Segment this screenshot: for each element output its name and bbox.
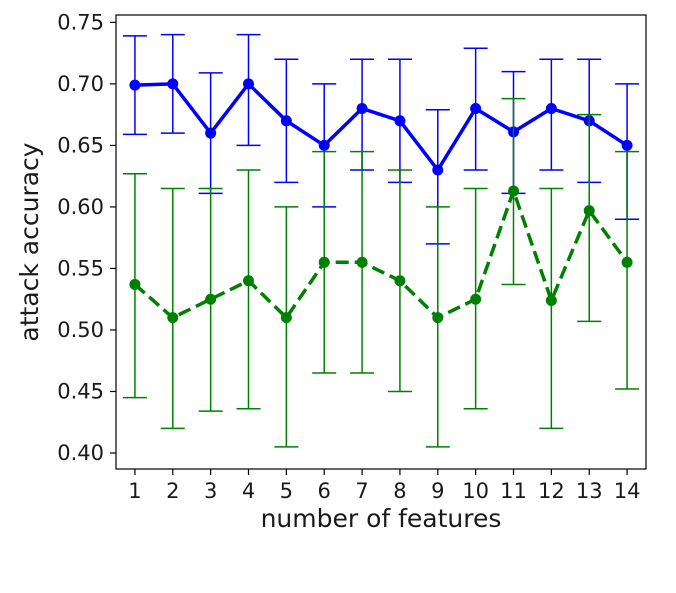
data-point [394,275,406,287]
series-1 [122,33,640,245]
data-point [508,185,519,197]
x-tick-label: 12 [538,479,565,503]
series-2 [122,97,640,448]
x-tick-label: 10 [462,479,489,503]
data-point [432,164,444,176]
data-point [280,312,292,324]
data-point [280,115,292,127]
x-tick-label: 1 [128,479,141,503]
y-tick-label: 0.50 [57,318,104,342]
data-point [470,103,482,115]
y-tick-label: 0.60 [57,195,104,219]
data-point [356,103,368,115]
y-tick-label: 0.75 [57,10,104,34]
x-tick-label: 3 [204,479,217,503]
y-tick-label: 0.55 [57,256,104,280]
x-tick-label: 11 [500,479,527,503]
x-tick-label: 9 [431,479,444,503]
data-point [356,256,368,268]
data-point [167,312,179,324]
x-tick-label: 8 [393,479,406,503]
data-point [205,293,217,305]
data-point [167,78,179,90]
x-axis-label: number of features [261,504,502,533]
x-tick-label: 6 [318,479,331,503]
data-point [470,293,482,305]
data-point [621,256,633,268]
data-point [129,79,141,91]
x-tick-label: 4 [242,479,255,503]
x-tick-label: 14 [614,479,641,503]
data-point [583,205,595,217]
x-tick-label: 2 [166,479,179,503]
data-point [318,256,330,268]
series-line [134,82,629,172]
data-point [205,127,217,139]
y-tick-label: 0.45 [57,379,104,403]
y-axis-label: attack accuracy [15,142,44,341]
data-point [129,278,141,290]
data-point [432,312,444,324]
data-point [545,294,557,306]
x-tick-label: 7 [355,479,368,503]
x-tick-label: 13 [576,479,603,503]
plot-frame [115,14,647,470]
data-point [243,275,254,287]
y-tick-label: 0.65 [57,133,104,157]
y-tick-label: 0.70 [57,72,104,96]
data-point [318,139,330,151]
plot-area [122,33,640,448]
data-point [243,78,254,90]
series-line [133,189,629,320]
data-point [394,115,406,127]
data-point [545,103,557,115]
x-tick-label: 5 [280,479,293,503]
x-axis: 1 2 3 4 5 6 7 8 9 10 11 12 13 14 [128,469,640,503]
y-tick-label: 0.40 [57,441,104,465]
data-point [621,139,633,151]
y-axis: 0.40 0.45 0.50 0.55 0.60 0.65 0.70 0.75 [57,10,116,465]
